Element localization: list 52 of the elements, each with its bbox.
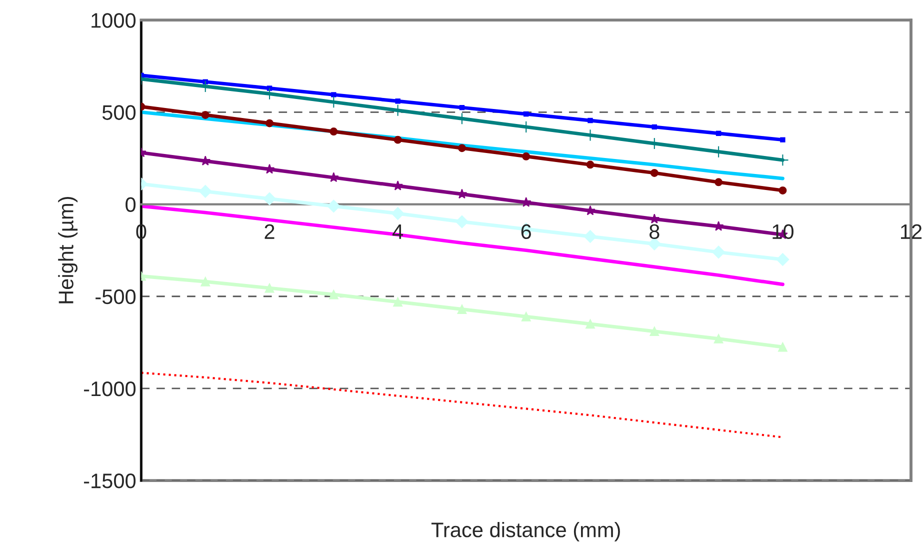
point bbox=[395, 98, 400, 104]
point bbox=[585, 205, 596, 216]
point bbox=[266, 119, 274, 128]
point bbox=[327, 200, 340, 213]
point bbox=[200, 276, 210, 286]
point bbox=[264, 283, 274, 293]
point bbox=[780, 137, 786, 142]
point bbox=[776, 253, 790, 266]
x-axis-title: Trace distance (mm) bbox=[431, 522, 620, 542]
point bbox=[328, 172, 339, 182]
point bbox=[328, 290, 338, 300]
y-tick-label: -1000 bbox=[84, 381, 136, 396]
point bbox=[459, 104, 465, 110]
point bbox=[331, 92, 336, 98]
y-tick-label: 1000 bbox=[92, 13, 136, 28]
point bbox=[586, 160, 594, 169]
point bbox=[524, 111, 529, 117]
y-tick-label: -500 bbox=[96, 289, 136, 304]
point bbox=[778, 342, 788, 352]
y-tick-label: 0 bbox=[126, 197, 136, 212]
point bbox=[714, 334, 724, 344]
point bbox=[586, 319, 595, 329]
point bbox=[521, 312, 531, 322]
point bbox=[713, 221, 724, 231]
point bbox=[716, 130, 722, 136]
point bbox=[650, 168, 658, 177]
point bbox=[201, 110, 210, 119]
y-axis-title: Height (µm) bbox=[58, 196, 78, 304]
x-tick-label: 8 bbox=[650, 224, 660, 240]
point bbox=[330, 128, 338, 136]
point bbox=[456, 215, 468, 228]
point bbox=[457, 304, 467, 314]
point bbox=[650, 326, 660, 336]
point bbox=[198, 184, 212, 198]
point bbox=[393, 297, 402, 307]
y-tick-label: -1500 bbox=[84, 474, 136, 488]
x-tick-label: 2 bbox=[264, 224, 274, 239]
point bbox=[714, 178, 723, 186]
point bbox=[391, 207, 404, 220]
point bbox=[522, 152, 530, 160]
point bbox=[394, 136, 402, 144]
point bbox=[263, 192, 276, 206]
point bbox=[458, 144, 466, 152]
point bbox=[584, 230, 597, 243]
point bbox=[778, 186, 787, 194]
point bbox=[588, 118, 593, 124]
point bbox=[392, 180, 403, 190]
point bbox=[520, 197, 532, 207]
x-tick-label: 6 bbox=[521, 224, 531, 240]
y-tick-label: 500 bbox=[102, 105, 136, 120]
point bbox=[712, 246, 725, 259]
point bbox=[652, 124, 658, 130]
